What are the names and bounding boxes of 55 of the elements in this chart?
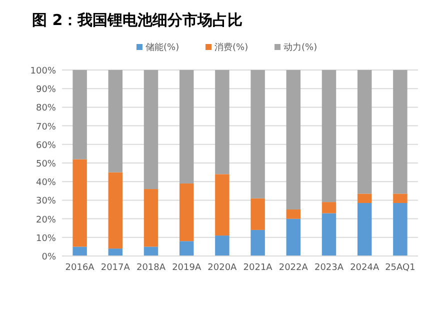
bar [215,174,230,236]
bar [357,194,372,203]
y-tick-label: 100% [30,66,56,76]
x-tick-label: 2023A [314,263,344,273]
bar [179,241,194,256]
bar [250,70,265,198]
bar [250,230,265,256]
bar [144,246,158,256]
y-tick-label: 60% [36,140,56,151]
y-tick-label: 50% [36,160,56,170]
bar [357,70,372,194]
x-tick-label: 2024A [350,263,380,273]
bar [72,70,87,160]
bar [108,172,123,249]
bar [393,70,408,194]
bar [393,202,408,256]
x-tick-label: 2017A [100,263,131,273]
y-tick-label: 40% [36,178,56,188]
bar [72,246,87,256]
x-tick-label: 2022A [278,263,309,273]
y-tick-label: 0% [42,252,56,262]
bar [179,183,194,242]
x-tick-label: 2020A [208,263,238,273]
x-tick-label: 2018A [136,263,166,273]
legend-label: 储能(%) [146,42,180,53]
x-tick-label: 25AQ1 [385,263,416,273]
bar [108,70,123,172]
bar [179,70,194,184]
bar [393,194,408,203]
bar [322,202,336,214]
x-tick-label: 2016A [65,263,96,273]
bar [144,189,158,247]
y-tick-label: 90% [36,85,56,96]
bar [286,70,301,210]
bar [286,218,301,256]
chart-title: 图 2：我国锂电池细分市场占比 [32,11,243,29]
bar [357,202,372,256]
bar [286,210,301,219]
bar [72,159,87,247]
legend-label: 动力(%) [284,42,318,53]
bar [108,248,123,256]
bar [322,70,336,202]
y-tick-label: 30% [36,196,56,207]
x-tick-label: 2021A [243,263,274,273]
y-tick-label: 80% [36,104,56,114]
bar [322,213,336,256]
bar [215,70,230,174]
bar [144,70,158,190]
legend-label: 消费(%) [214,42,248,53]
x-tick-label: 2019A [172,263,202,273]
y-tick-label: 70% [36,122,56,132]
y-tick-label: 20% [36,215,56,226]
y-tick-label: 10% [36,234,56,244]
bar [250,198,265,230]
bar [215,236,230,256]
